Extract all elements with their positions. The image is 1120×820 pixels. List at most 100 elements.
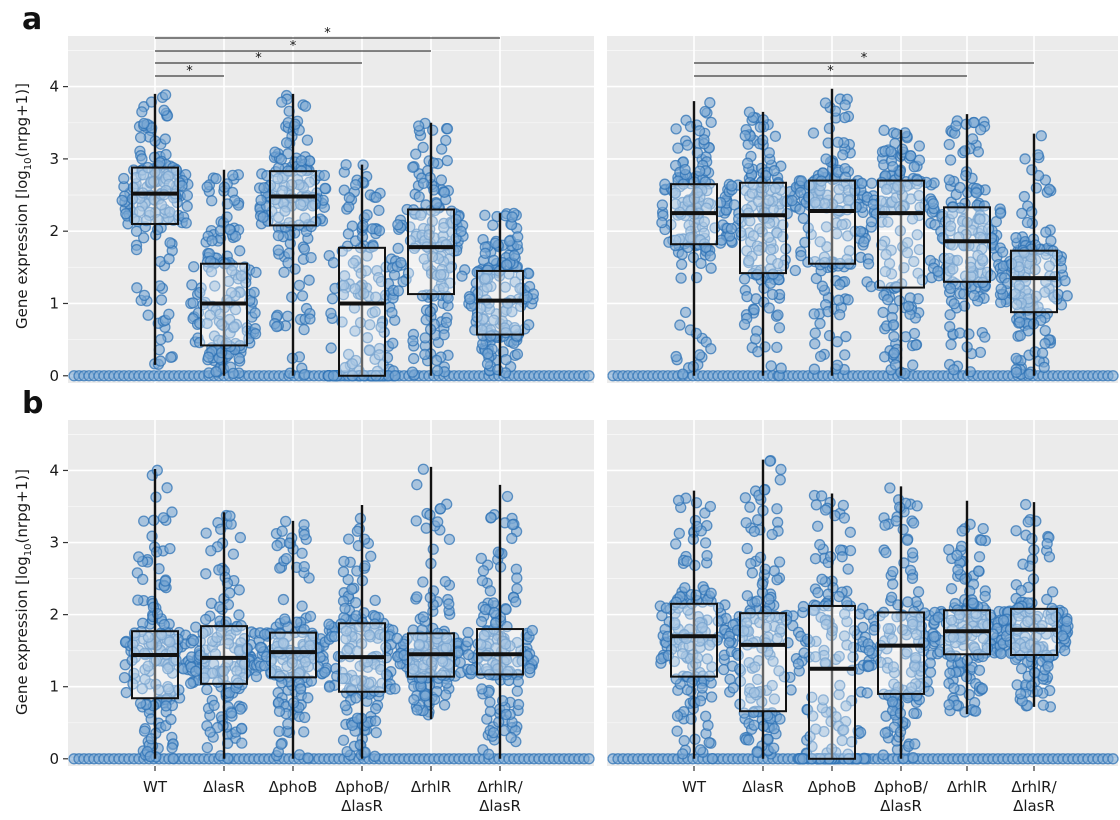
data-point xyxy=(438,329,450,341)
data-point xyxy=(906,572,919,584)
data-point xyxy=(1061,290,1073,302)
data-point xyxy=(293,279,305,291)
data-point xyxy=(511,348,524,360)
x-tick-label: WT xyxy=(143,778,168,796)
box-iqr xyxy=(739,612,787,713)
data-point xyxy=(413,120,425,132)
data-point xyxy=(524,662,536,675)
data-point xyxy=(738,318,751,331)
data-point xyxy=(766,288,779,301)
data-point xyxy=(476,683,488,695)
data-point xyxy=(705,116,717,129)
data-point xyxy=(1035,130,1047,142)
data-point xyxy=(771,503,783,515)
data-point xyxy=(774,474,786,486)
data-point xyxy=(878,124,890,136)
data-point xyxy=(749,333,762,345)
data-point xyxy=(157,512,170,524)
data-point xyxy=(748,304,760,316)
data-point xyxy=(343,192,355,204)
data-point xyxy=(820,153,832,165)
data-point xyxy=(485,511,497,524)
data-point xyxy=(487,726,500,739)
data-point xyxy=(877,306,889,319)
data-point xyxy=(501,490,514,503)
data-point xyxy=(979,590,991,602)
data-point xyxy=(907,359,919,371)
data-point xyxy=(945,583,958,595)
data-point xyxy=(694,695,707,707)
data-point xyxy=(677,748,689,760)
data-point xyxy=(185,677,197,690)
data-point xyxy=(386,307,398,319)
data-point xyxy=(842,294,854,306)
data-point xyxy=(928,631,940,643)
data-point xyxy=(343,201,355,213)
data-point xyxy=(863,608,875,621)
data-point xyxy=(909,738,921,750)
data-point xyxy=(924,657,936,669)
data-point xyxy=(705,262,717,274)
data-point xyxy=(768,742,780,754)
data-point xyxy=(298,243,311,255)
x-tick-label: ΔphoB xyxy=(269,778,318,796)
data-point xyxy=(506,518,519,531)
data-point xyxy=(201,741,213,754)
data-point xyxy=(671,710,684,722)
data-point xyxy=(792,658,805,670)
data-point xyxy=(948,298,960,310)
data-point xyxy=(154,156,166,169)
data-point xyxy=(464,293,476,305)
data-point xyxy=(294,683,307,695)
data-point xyxy=(966,133,979,145)
data-point xyxy=(797,212,810,224)
data-point-zero xyxy=(583,370,595,382)
data-point xyxy=(296,600,308,612)
data-point xyxy=(225,707,238,719)
data-point xyxy=(392,285,405,297)
data-point xyxy=(303,274,315,286)
data-point xyxy=(410,148,422,160)
data-point xyxy=(443,598,455,610)
data-point xyxy=(671,725,683,737)
data-point xyxy=(392,219,404,231)
data-point xyxy=(410,515,422,527)
box-iqr xyxy=(200,625,248,685)
data-point xyxy=(1022,516,1034,528)
data-point xyxy=(417,576,429,588)
data-point xyxy=(839,99,851,111)
data-point xyxy=(885,145,897,158)
data-point xyxy=(407,335,419,347)
data-point xyxy=(488,606,500,619)
data-point xyxy=(815,490,828,502)
data-point xyxy=(484,696,496,708)
data-point xyxy=(726,180,738,192)
box-iqr xyxy=(808,604,856,760)
data-point xyxy=(866,177,878,189)
data-point xyxy=(943,138,955,151)
data-point xyxy=(908,161,920,173)
data-point xyxy=(675,272,687,284)
data-point xyxy=(370,703,382,715)
data-point xyxy=(882,294,894,306)
data-point xyxy=(354,512,367,525)
data-point xyxy=(391,632,403,645)
data-point xyxy=(1038,361,1050,374)
data-point xyxy=(138,515,150,527)
data-point xyxy=(887,319,900,331)
data-point xyxy=(370,191,382,203)
x-tick-label: ΔrhlR/ΔlasR xyxy=(1011,778,1057,815)
data-point-zero xyxy=(583,753,595,765)
data-point xyxy=(282,310,294,322)
data-point xyxy=(759,563,771,575)
data-point xyxy=(1020,498,1032,511)
data-point xyxy=(482,348,494,360)
data-point xyxy=(1043,183,1055,195)
data-point xyxy=(854,608,866,620)
data-point xyxy=(506,211,518,223)
data-point xyxy=(768,565,780,577)
data-point xyxy=(228,321,240,333)
data-point xyxy=(808,308,820,320)
data-point xyxy=(752,346,764,358)
